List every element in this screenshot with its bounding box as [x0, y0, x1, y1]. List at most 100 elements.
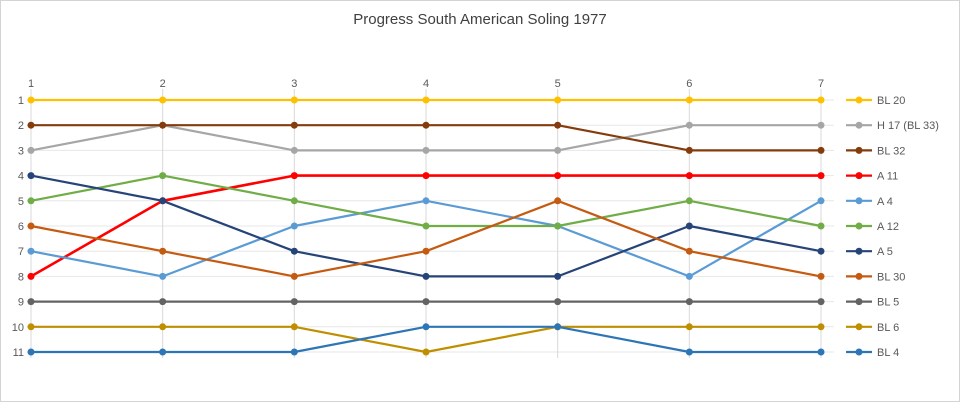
data-point-a-12 — [554, 222, 562, 230]
data-point-h-17-bl-33 — [685, 121, 693, 129]
legend-marker-dot — [855, 247, 863, 255]
legend-label: A 4 — [877, 196, 893, 208]
legend-item-bl-5: BL 5 — [846, 297, 899, 309]
legend-item-bl-30: BL 30 — [846, 271, 905, 283]
data-point-a-11 — [685, 172, 693, 180]
y-axis-tick-label: 11 — [13, 347, 24, 359]
series-group — [27, 96, 825, 356]
data-point-bl-4 — [685, 348, 693, 356]
data-point-a-12 — [817, 222, 825, 230]
x-axis-tick-label: 3 — [291, 78, 297, 90]
data-point-bl-4 — [290, 348, 298, 356]
data-point-bl-6 — [27, 323, 35, 331]
legend-marker-dot — [855, 348, 863, 356]
legend-marker-dot — [855, 96, 863, 104]
legend-label: BL 5 — [877, 297, 899, 309]
data-point-a-11 — [817, 172, 825, 180]
data-point-a-4 — [159, 272, 167, 280]
legend-label: BL 30 — [877, 271, 905, 283]
data-point-bl-5 — [27, 298, 35, 306]
data-point-a-4 — [290, 222, 298, 230]
data-point-h-17-bl-33 — [817, 121, 825, 129]
data-point-bl-20 — [159, 96, 167, 104]
legend-marker-dot — [855, 222, 863, 230]
legend-marker-dot — [855, 298, 863, 306]
x-axis-tick-label: 7 — [818, 78, 824, 90]
data-point-bl-6 — [685, 323, 693, 331]
x-axis-tick-label: 5 — [555, 78, 561, 90]
data-point-bl-5 — [817, 298, 825, 306]
data-point-bl-30 — [159, 247, 167, 255]
data-point-bl-5 — [159, 298, 167, 306]
data-point-a-5 — [554, 272, 562, 280]
data-point-a-4 — [27, 247, 35, 255]
legend-label: A 11 — [877, 171, 898, 183]
data-point-bl-6 — [422, 348, 430, 356]
data-point-bl-4 — [159, 348, 167, 356]
data-point-a-11 — [290, 172, 298, 180]
data-point-bl-32 — [817, 146, 825, 154]
data-point-a-5 — [159, 197, 167, 205]
data-point-a-5 — [422, 272, 430, 280]
data-point-bl-32 — [159, 121, 167, 129]
data-point-bl-32 — [685, 146, 693, 154]
data-point-a-4 — [422, 197, 430, 205]
data-point-h-17-bl-33 — [422, 146, 430, 154]
legend-label: H 17 (BL 33) — [877, 120, 939, 132]
legend-label: BL 20 — [877, 95, 905, 107]
data-point-bl-6 — [290, 323, 298, 331]
legend-item-h-17-bl-33: H 17 (BL 33) — [846, 120, 939, 132]
y-axis-tick-label: 5 — [18, 196, 24, 208]
legend-item-a-11: A 11 — [846, 171, 898, 183]
data-point-bl-30 — [422, 247, 430, 255]
data-point-a-5 — [685, 222, 693, 230]
legend-marker-dot — [855, 323, 863, 331]
y-axis-tick-label: 7 — [18, 246, 24, 258]
x-axis-tick-label: 4 — [423, 78, 429, 90]
data-point-bl-6 — [817, 323, 825, 331]
data-point-bl-4 — [422, 323, 430, 331]
data-point-bl-32 — [27, 121, 35, 129]
legend-label: A 12 — [877, 221, 899, 233]
legend-marker-dot — [855, 121, 863, 129]
legend-item-bl-20: BL 20 — [846, 95, 905, 107]
legend-item-a-12: A 12 — [846, 221, 899, 233]
legend-marker-dot — [855, 272, 863, 280]
y-axis-tick-label: 8 — [18, 271, 24, 283]
legend-marker-dot — [855, 197, 863, 205]
y-axis-tick-label: 3 — [18, 145, 24, 157]
data-point-h-17-bl-33 — [290, 146, 298, 154]
legend-label: BL 32 — [877, 145, 905, 157]
legend-marker-dot — [855, 146, 863, 154]
y-axis-tick-label: 1 — [18, 95, 24, 107]
data-point-bl-20 — [422, 96, 430, 104]
data-point-bl-4 — [554, 323, 562, 331]
legend-label: A 5 — [877, 246, 893, 258]
data-point-a-12 — [159, 172, 167, 180]
data-point-a-11 — [554, 172, 562, 180]
x-axis-tick-label: 2 — [160, 78, 166, 90]
data-point-bl-30 — [27, 222, 35, 230]
data-point-a-12 — [27, 197, 35, 205]
x-axis-labels: 1 2 3 4 5 6 7 — [28, 78, 824, 90]
legend-item-bl-6: BL 6 — [846, 322, 899, 334]
chart-title: Progress South American Soling 1977 — [353, 11, 606, 28]
legend-label: BL 4 — [877, 347, 899, 359]
data-point-bl-30 — [554, 197, 562, 205]
data-point-a-11 — [27, 272, 35, 280]
data-point-bl-30 — [817, 272, 825, 280]
data-point-bl-5 — [685, 298, 693, 306]
x-axis-tick-label: 1 — [28, 78, 34, 90]
data-point-a-11 — [422, 172, 430, 180]
data-point-a-4 — [817, 197, 825, 205]
legend-item-bl-4: BL 4 — [846, 347, 899, 359]
data-point-bl-32 — [554, 121, 562, 129]
x-axis-tick-label: 6 — [686, 78, 692, 90]
data-point-bl-20 — [685, 96, 693, 104]
legend-label: BL 6 — [877, 322, 899, 334]
legend-item-bl-32: BL 32 — [846, 145, 905, 157]
data-point-a-12 — [685, 197, 693, 205]
y-axis-tick-label: 9 — [18, 297, 24, 309]
legend-item-a-5: A 5 — [846, 246, 893, 258]
